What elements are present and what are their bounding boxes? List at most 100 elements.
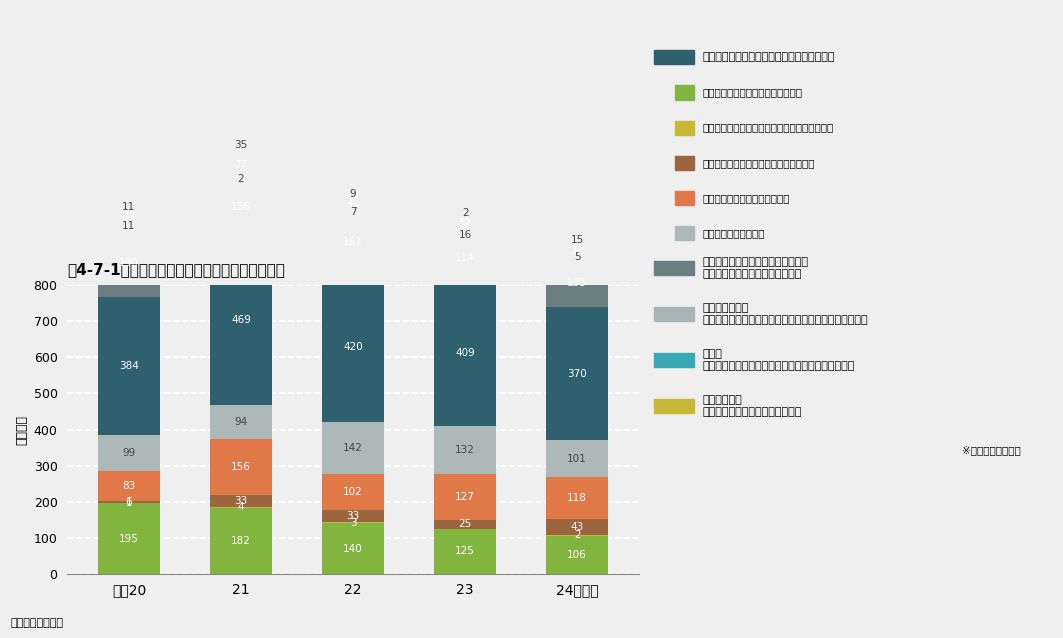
Text: 195: 195 — [119, 533, 139, 544]
Bar — [210, 151, 272, 179]
Bar — [210, 508, 272, 574]
Text: 5: 5 — [574, 253, 580, 262]
Bar — [435, 213, 495, 232]
Text: 7: 7 — [350, 207, 356, 216]
Bar — [435, 520, 495, 529]
Text: 4: 4 — [238, 502, 244, 512]
Text: 99: 99 — [122, 448, 135, 458]
Bar — [435, 238, 495, 279]
Bar — [210, 235, 272, 404]
Text: 35: 35 — [234, 140, 248, 149]
Text: 127: 127 — [455, 492, 475, 501]
Bar — [322, 523, 384, 574]
Text: 469: 469 — [231, 315, 251, 325]
Text: 33: 33 — [234, 496, 248, 506]
Text: 9: 9 — [350, 189, 356, 199]
Text: 125: 125 — [455, 546, 475, 556]
Bar — [322, 510, 384, 522]
Bar — [546, 307, 608, 440]
Text: 43: 43 — [122, 212, 135, 221]
Bar — [322, 473, 384, 510]
Text: 43: 43 — [571, 522, 584, 532]
Text: その他の法令
（都道府県漁業調整規則違反等）: その他の法令 （都道府県漁業調整規則違反等） — [703, 395, 802, 417]
Bar — [435, 426, 495, 474]
Text: 77: 77 — [234, 160, 248, 170]
Bar — [210, 438, 272, 495]
Bar — [435, 212, 495, 213]
Text: 102: 102 — [343, 487, 362, 497]
Text: 廃棄物の処理及び清掃に関する法律
（廃棄物の投棄禁止規定違反等）: 廃棄物の処理及び清掃に関する法律 （廃棄物の投棄禁止規定違反等） — [703, 257, 809, 279]
Text: 2: 2 — [238, 174, 244, 184]
Bar — [210, 138, 272, 151]
Bar — [322, 195, 384, 211]
Text: 83: 83 — [122, 481, 135, 491]
Text: 41: 41 — [347, 198, 359, 208]
Bar — [322, 522, 384, 523]
Text: （船舶からの有害液体物質排出禁止規定違反）: （船舶からの有害液体物質排出禁止規定違反） — [703, 122, 833, 133]
Text: 94: 94 — [234, 417, 248, 427]
Bar — [546, 243, 608, 256]
Text: 156: 156 — [231, 462, 251, 471]
Bar — [435, 529, 495, 574]
Text: （廃船等の投棄禁止規定違反）: （廃船等の投棄禁止規定違反） — [703, 193, 790, 203]
Text: 6: 6 — [125, 497, 132, 507]
Bar — [322, 271, 384, 422]
Bar — [98, 501, 159, 503]
Text: 37: 37 — [571, 245, 584, 255]
Text: 資料：海上保安庁: 資料：海上保安庁 — [11, 618, 64, 628]
Text: 384: 384 — [119, 361, 139, 371]
Text: （船舶からの廃棄物排出禁止規定違反）: （船舶からの廃棄物排出禁止規定違反） — [703, 158, 815, 168]
Text: 370: 370 — [568, 369, 587, 378]
Bar — [98, 297, 159, 435]
Text: 港則法
（廃物投棄禁止、貨物の脱落防止設備規定違反等）: 港則法 （廃物投棄禁止、貨物の脱落防止設備規定違反等） — [703, 349, 855, 371]
Text: 135: 135 — [568, 278, 587, 288]
Bar — [210, 507, 272, 508]
Text: 図4-7-1　海上環境関係法令違反送致件数の推移: 図4-7-1 海上環境関係法令違反送致件数の推移 — [67, 262, 285, 277]
Bar — [546, 256, 608, 258]
Bar — [98, 228, 159, 297]
Text: 33: 33 — [347, 511, 359, 521]
Text: 2: 2 — [574, 530, 580, 540]
Text: 182: 182 — [231, 536, 251, 546]
Text: 106: 106 — [568, 550, 587, 560]
Text: 142: 142 — [343, 443, 362, 453]
Text: 161: 161 — [343, 237, 362, 247]
Bar — [322, 213, 384, 271]
Text: 101: 101 — [568, 454, 587, 464]
Text: （船舶からの油排出禁止規定違反）: （船舶からの油排出禁止規定違反） — [703, 87, 803, 98]
Text: 132: 132 — [455, 445, 475, 455]
Bar — [98, 471, 159, 501]
Bar — [322, 422, 384, 473]
Bar — [546, 258, 608, 307]
Text: 52: 52 — [458, 218, 472, 228]
Text: 420: 420 — [343, 341, 362, 352]
Bar — [546, 238, 608, 243]
Text: 25: 25 — [458, 519, 472, 529]
Text: 11: 11 — [122, 202, 135, 212]
Text: 15: 15 — [571, 235, 584, 246]
Bar — [322, 211, 384, 213]
Text: 190: 190 — [119, 258, 139, 267]
Bar — [210, 179, 272, 235]
Bar — [98, 225, 159, 228]
Bar — [546, 440, 608, 477]
Bar — [98, 209, 159, 225]
Text: 114: 114 — [455, 253, 475, 263]
Text: 409: 409 — [455, 348, 475, 357]
Bar — [435, 232, 495, 238]
Bar — [546, 535, 608, 574]
Bar — [322, 192, 384, 195]
Bar — [210, 404, 272, 438]
Text: ※（　）は違反事項: ※（ ）は違反事項 — [962, 445, 1020, 456]
Bar — [98, 205, 159, 209]
Bar — [435, 279, 495, 426]
Text: 118: 118 — [568, 493, 587, 503]
Text: 2: 2 — [461, 208, 469, 218]
Text: 156: 156 — [231, 202, 251, 212]
Text: 11: 11 — [122, 221, 135, 232]
Bar — [98, 435, 159, 471]
Text: 水質汚濁防止法
（排水基準に適合しない排出水の排出禁止規定違反等）: 水質汚濁防止法 （排水基準に適合しない排出水の排出禁止規定違反等） — [703, 303, 868, 325]
Y-axis label: （件数）: （件数） — [15, 415, 28, 445]
Text: 1: 1 — [125, 498, 132, 508]
Bar — [546, 477, 608, 519]
